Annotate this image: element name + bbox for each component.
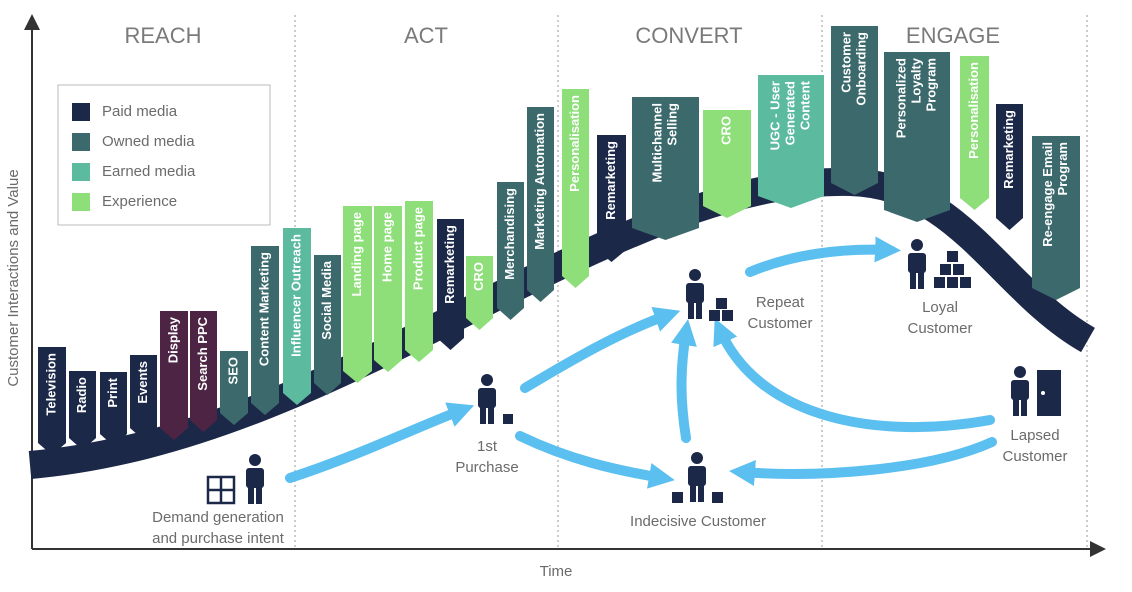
tag-label: Landing page (349, 212, 364, 297)
tag (130, 355, 157, 440)
node-label: Repeat (756, 294, 805, 311)
tag-label: Search PPC (195, 316, 210, 390)
legend-label: Paid media (102, 103, 178, 120)
phase-title: ACT (404, 23, 448, 48)
node-label: and purchase intent (152, 530, 285, 547)
legend-swatch (72, 133, 90, 151)
tag (100, 372, 127, 446)
tag-label: Customer (838, 32, 853, 93)
tag (758, 75, 824, 208)
tag-label: Radio (74, 377, 89, 413)
tag-label: Program (1055, 142, 1070, 195)
tag-label: CRO (471, 262, 486, 291)
tag (160, 311, 188, 440)
tag (597, 135, 626, 262)
tag (283, 228, 311, 405)
tag-label: Product page (410, 207, 425, 290)
tag-label: Television (43, 353, 58, 416)
tag-label: Re-engage Email (1040, 142, 1055, 247)
node-label: Loyal (922, 299, 958, 316)
tag-label: Print (105, 377, 120, 407)
tag (69, 371, 96, 450)
tag (527, 107, 554, 302)
tag (374, 206, 402, 372)
tag-label: Generated (782, 81, 797, 145)
tag (190, 311, 217, 432)
tag (1032, 136, 1080, 300)
tag-label: Multichannel (649, 103, 664, 182)
tag (703, 110, 751, 218)
tag (405, 201, 433, 362)
tag-label: Social Media (319, 260, 334, 340)
tag (251, 246, 279, 415)
phase-title: ENGAGE (906, 23, 1000, 48)
tag-label: Influencer Outreach (288, 234, 303, 357)
tag-label: Personalized (893, 58, 908, 138)
legend-box (57, 84, 271, 226)
tag-label: Merchandising (502, 188, 517, 280)
tag-label: Remarketing (1001, 110, 1016, 189)
node-label: Customer (747, 315, 812, 332)
node-label: Lapsed (1010, 427, 1059, 444)
tag (831, 26, 878, 195)
tag-label: Content (797, 80, 812, 130)
tag (314, 255, 341, 395)
tag-label: Program (923, 58, 938, 111)
legend-label: Owned media (102, 133, 195, 150)
tag (343, 206, 372, 383)
tag-label: CRO (718, 116, 733, 145)
tag (437, 219, 464, 350)
node-label: Purchase (455, 459, 518, 476)
tag-label: SEO (225, 357, 240, 384)
tag (466, 256, 493, 330)
tag-label: Marketing Automation (532, 113, 547, 250)
tag-label: UGC - User (767, 81, 782, 150)
tag-label: Content Marketing (256, 252, 271, 366)
tag-label: Loyalty (908, 57, 923, 103)
tag-label: Display (165, 316, 180, 363)
tag-label: Personalisation (966, 62, 981, 159)
tag-label: Personalisation (567, 95, 582, 192)
node-label: Demand generation (152, 509, 284, 526)
tag (884, 52, 950, 222)
tag-label: Remarketing (603, 141, 618, 220)
phase-title: REACH (124, 23, 201, 48)
node-label: Customer (907, 320, 972, 337)
tag (38, 347, 66, 455)
legend-label: Experience (102, 193, 177, 210)
phase-title: CONVERT (635, 23, 742, 48)
node-label: Customer (1002, 448, 1067, 465)
tag (960, 56, 989, 210)
tag-label: Remarketing (442, 225, 457, 304)
tag-label: Home page (379, 212, 394, 282)
tags: Television Radio Print Events Display Search … (38, 26, 1080, 455)
node-label: Indecisive Customer (630, 513, 766, 530)
tag-label: Selling (664, 103, 679, 146)
tag (632, 97, 699, 240)
legend-swatch (72, 103, 90, 121)
y-axis-label: Customer Interactions and Value (5, 169, 22, 386)
icons (206, 239, 1061, 505)
tag (996, 104, 1023, 230)
legend-label: Earned media (102, 163, 196, 180)
x-axis-label: Time (540, 563, 573, 580)
legend-swatch (72, 163, 90, 181)
tag-label: Onboarding (853, 32, 868, 106)
tag (497, 182, 524, 320)
flow-arrows (285, 236, 997, 489)
tag (220, 351, 248, 425)
tag-label: Events (135, 361, 150, 404)
tag (562, 89, 589, 288)
node-label: 1st (477, 438, 498, 455)
legend-swatch (72, 193, 90, 211)
